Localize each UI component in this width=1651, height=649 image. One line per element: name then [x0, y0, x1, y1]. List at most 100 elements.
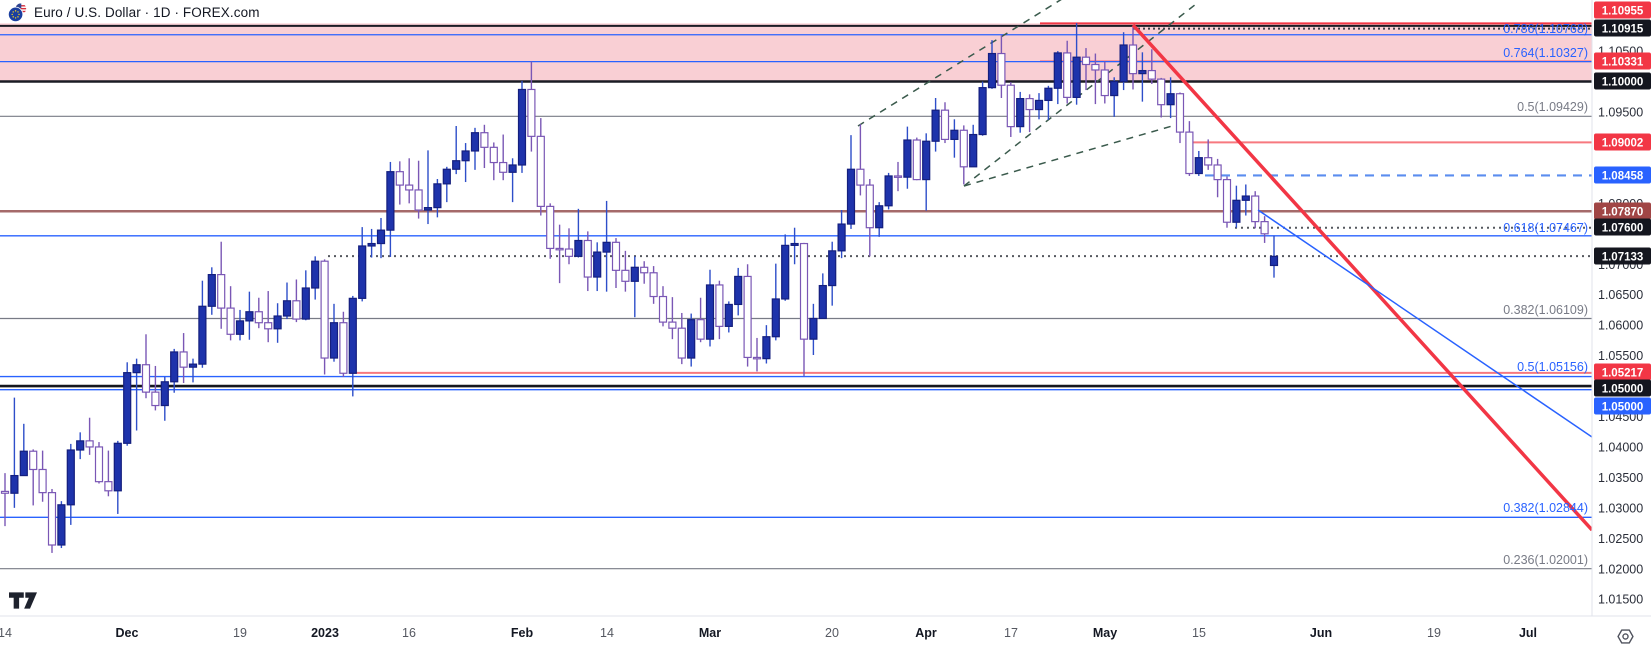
candle-down	[640, 266, 649, 274]
candle-down	[865, 184, 874, 229]
candle-down	[489, 146, 498, 164]
candle-up	[1016, 98, 1025, 128]
red-bearish-trendline[interactable]	[1131, 23, 1592, 532]
price-axis-tick: 1.06000	[1598, 319, 1643, 333]
price-axis-badge: 1.05000	[1594, 379, 1651, 397]
candle-up	[348, 297, 357, 374]
candle-up	[235, 320, 245, 335]
candle-up	[574, 239, 583, 257]
candle-down	[1213, 164, 1222, 181]
candle-up	[1194, 157, 1203, 175]
svg-text:1.10955: 1.10955	[1602, 5, 1644, 17]
price-axis-tick: 1.03000	[1598, 501, 1643, 515]
candle-down	[480, 132, 489, 148]
candle-up	[931, 109, 940, 142]
fib-level-label: 0.5(1.05156)	[1517, 360, 1588, 374]
svg-text:1.07133: 1.07133	[1602, 251, 1644, 263]
price-axis-badge: 1.05217	[1594, 363, 1651, 381]
candle-down	[38, 468, 47, 494]
candle-up	[470, 132, 480, 152]
candle-up	[442, 168, 451, 185]
svg-text:1.10915: 1.10915	[1602, 23, 1644, 35]
price-axis-tick: 1.06500	[1598, 288, 1643, 302]
tradingview-logo[interactable]	[9, 592, 37, 609]
candle-down	[395, 171, 404, 186]
candle-up	[329, 322, 339, 359]
time-axis-tick-2023: 2023	[311, 626, 339, 640]
candle-up	[781, 244, 790, 300]
candle-up	[837, 223, 846, 252]
candle-down	[151, 391, 160, 407]
candle-down	[1157, 78, 1166, 106]
candle-up	[132, 364, 141, 374]
candle-down	[254, 311, 263, 324]
candle-down	[47, 492, 57, 546]
candle-down	[179, 351, 188, 368]
candle-down	[1025, 98, 1034, 111]
candle-down	[658, 295, 668, 323]
price-axis[interactable]	[1592, 0, 1651, 616]
candles	[0, 23, 1279, 553]
candle-down	[141, 364, 151, 393]
candle-up	[687, 319, 696, 359]
time-axis[interactable]	[0, 616, 1651, 649]
candle-down	[546, 205, 555, 250]
price-axis-badge: 1.07600	[1594, 218, 1651, 236]
candle-up	[66, 449, 75, 506]
candle-up	[423, 207, 433, 211]
candle-down	[912, 139, 921, 181]
candle-up	[593, 251, 602, 278]
time-axis-tick-14: 14	[0, 626, 12, 640]
candle-up	[433, 183, 442, 209]
candle-up	[367, 242, 376, 247]
fib-level-label: 0.382(1.02844)	[1503, 501, 1588, 515]
price-axis-badge: 1.07133	[1594, 247, 1651, 265]
candle-down	[0, 490, 10, 494]
fib-level-label: 0.618(1.07467)	[1503, 221, 1588, 235]
price-axis-tick: 1.05500	[1598, 349, 1643, 363]
candle-up	[705, 284, 715, 340]
time-axis-tick-Apr: Apr	[915, 626, 937, 640]
candle-up	[771, 298, 780, 338]
candle-up	[734, 275, 743, 306]
price-axis-badge: 1.10000	[1594, 72, 1651, 90]
candle-up	[828, 250, 837, 287]
dashed-channel-trendline[interactable]	[857, 0, 1070, 127]
candle-up	[517, 88, 527, 166]
candle-down	[621, 269, 630, 282]
candle-down	[527, 88, 536, 137]
candle-down	[799, 242, 809, 340]
candle-up	[818, 284, 827, 320]
candle-down	[1081, 56, 1091, 66]
symbol-title[interactable]: Euro / U.S. Dollar · 1D · FOREX.com	[34, 5, 260, 20]
candle-down	[611, 241, 621, 271]
candle-down	[499, 161, 508, 173]
candle-up	[273, 315, 282, 330]
candle-up	[790, 242, 799, 246]
dashed-channel-trendline[interactable]	[963, 121, 1187, 187]
candle-up	[170, 351, 179, 383]
time-axis-tick-17: 17	[1004, 626, 1018, 640]
candle-up	[1110, 80, 1119, 97]
candle-up	[1044, 87, 1053, 102]
price-axis-tick: 1.01500	[1598, 593, 1643, 607]
candle-down	[1204, 157, 1213, 166]
blue-bearish-trendline[interactable]	[1257, 209, 1592, 438]
candle-up	[1241, 195, 1250, 201]
fib-level-label: 0.764(1.10327)	[1503, 46, 1588, 60]
svg-text:1.10000: 1.10000	[1602, 76, 1644, 88]
price-axis-tick: 1.03500	[1598, 471, 1643, 485]
candle-down	[104, 481, 113, 492]
candle-down	[1147, 69, 1156, 80]
candle-up	[207, 274, 216, 307]
candle-down	[668, 321, 677, 329]
time-axis-settings-gear-icon[interactable]	[1617, 628, 1634, 645]
candle-down	[1175, 93, 1185, 133]
candle-up	[1034, 99, 1044, 111]
candle-down	[555, 247, 564, 251]
time-axis-tick-Feb: Feb	[511, 626, 534, 640]
candle-down	[414, 189, 423, 211]
candle-down	[1100, 69, 1109, 97]
price-axis-badge: 1.08458	[1594, 166, 1651, 184]
